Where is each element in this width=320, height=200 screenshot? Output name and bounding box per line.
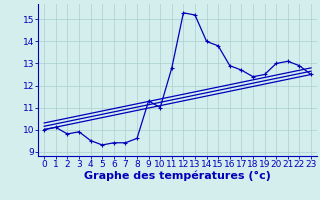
X-axis label: Graphe des températures (°c): Graphe des températures (°c) <box>84 171 271 181</box>
